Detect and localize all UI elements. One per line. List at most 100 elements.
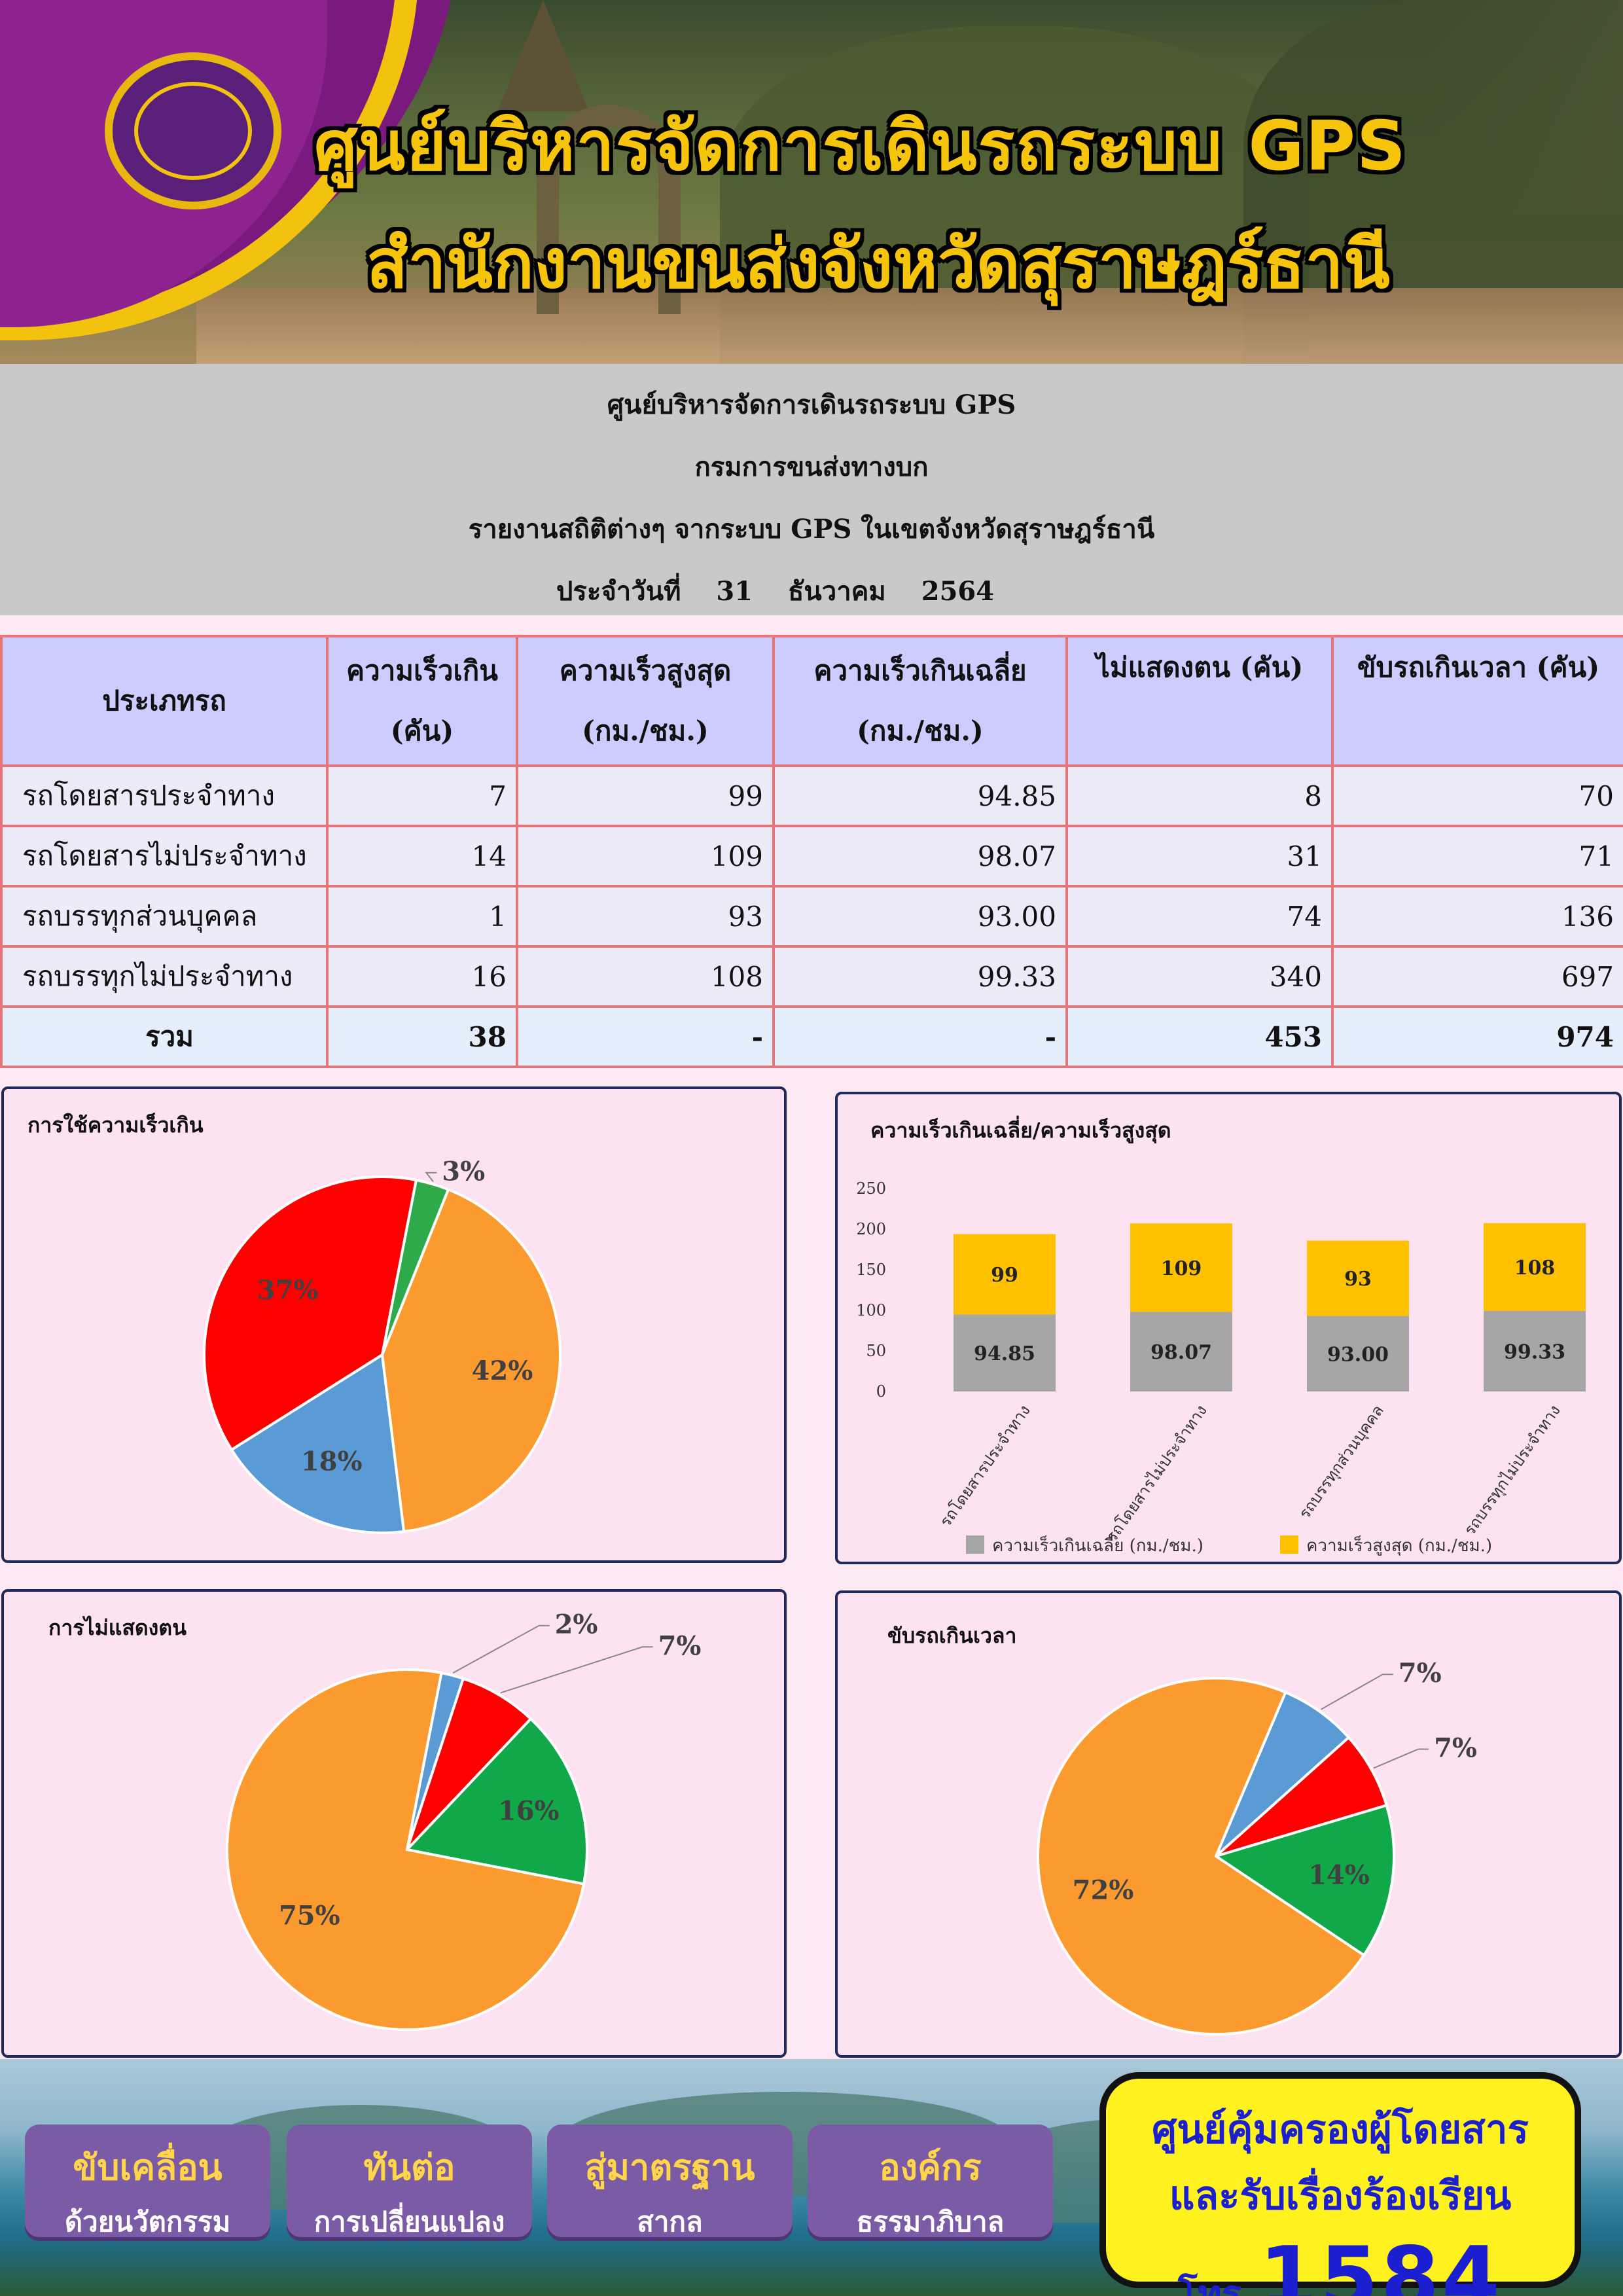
bar-segment [1307, 1240, 1409, 1316]
y-tick-label: 150 [856, 1261, 886, 1279]
header-banner: ศูนย์บริหารจัดการเดินรถระบบ GPS สำนักงาน… [0, 0, 1623, 364]
slice-label: 37% [257, 1275, 319, 1306]
overspeed-pie-chart: 3% 42% 18% 37% [203, 1157, 562, 1534]
table-header-row: ประเภทรถ ความเร็วเกิน (คัน) ความเร็วสูงสุ… [0, 635, 1623, 767]
cell-overtime: 136 [1331, 885, 1623, 948]
slogan-badge: ขับเคลื่อน ด้วยนวัตกรรม [25, 2125, 270, 2238]
bar-data-label: 99 [991, 1264, 1018, 1287]
slice-label: 2% [555, 1609, 598, 1640]
road-shape [196, 288, 1623, 364]
cell-overspeed-count: 16 [326, 945, 518, 1008]
leader-line [1373, 1748, 1429, 1769]
hotline-number: 1584 [1258, 2229, 1503, 2296]
chart-title: การใช้ความเร็วเกิน [27, 1113, 204, 1138]
column-header: ความเร็วเกิน (คัน) [326, 635, 518, 767]
pie-slice [380, 1187, 562, 1534]
bar-segment [1130, 1312, 1232, 1391]
leader-line [425, 1172, 437, 1182]
cell-overspeed-count: 14 [326, 825, 518, 888]
report-header: ศูนย์บริหารจัดการเดินรถระบบ GPS กรมการขน… [0, 364, 1623, 615]
slice-label: 7% [1434, 1733, 1477, 1764]
bar-segment [954, 1234, 1056, 1315]
table-row: รถโดยสารประจำทาง 7 99 94.85 8 70 [0, 764, 1623, 827]
slice-label: 7% [658, 1630, 702, 1661]
bar-data-label: 93.00 [1327, 1343, 1389, 1366]
no-identity-pie-panel: การไม่แสดงตน 2% 7% 16% 75% [1, 1589, 787, 2058]
slice-label: 75% [279, 1901, 340, 1931]
cell-avg-speed: 94.85 [772, 764, 1068, 827]
x-tick-label: รถบรรทุกไม่ประจำทาง [1460, 1401, 1564, 1539]
bar-segment [1484, 1223, 1586, 1311]
statistics-table: ประเภทรถ ความเร็วเกิน (คัน) ความเร็วสูงสุ… [0, 635, 1623, 1068]
cell-total-avg-speed: - [772, 1005, 1068, 1068]
slogan-badge: องค์กร ธรรมาภิบาล [808, 2125, 1053, 2238]
y-tick-label: 200 [856, 1220, 886, 1238]
cell-avg-speed: 98.07 [772, 825, 1068, 888]
bar-segment [1484, 1310, 1586, 1391]
leader-line [452, 1624, 550, 1674]
legend-swatch [966, 1535, 984, 1554]
cell-no-identity: 340 [1065, 945, 1334, 1008]
column-header: ประเภทรถ [0, 635, 329, 767]
cell-overtime: 71 [1331, 825, 1623, 888]
chart-title: ความเร็วเกินเฉลี่ย/ความเร็วสูงสุด [870, 1118, 1171, 1143]
bar-data-label: 99.33 [1504, 1340, 1565, 1363]
footer-banner: ขับเคลื่อน ด้วยนวัตกรรม ทันต่อ การเปลี่ยนแ… [0, 2059, 1623, 2296]
seal-icon [105, 52, 281, 209]
bar-segment [1307, 1316, 1409, 1391]
cell-vehicle-type: รถบรรทุกส่วนบุคคล [0, 885, 329, 948]
leader-line [500, 1646, 653, 1694]
column-header: ความเร็วเกินเฉลี่ย (กม./ชม.) [772, 635, 1068, 767]
speed-bar-panel: ความเร็วเกินเฉลี่ย/ความเร็วสูงสุด 0 50 100… [835, 1092, 1622, 1564]
slice-label: 72% [1073, 1874, 1134, 1905]
table-row: รถบรรทุกส่วนบุคคล 1 93 93.00 74 136 [0, 885, 1623, 948]
date-day: 31 [716, 576, 753, 607]
report-date: ประจำวันที่ 31 ธันวาคม 2564 [556, 570, 1020, 612]
slogan-badge: สู่มาตรฐาน สากล [547, 2125, 793, 2238]
cell-avg-speed: 93.00 [772, 885, 1068, 948]
cell-vehicle-type: รถโดยสารไม่ประจำทาง [0, 825, 329, 888]
banner-title: ศูนย์บริหารจัดการเดินรถระบบ GPS [314, 106, 1407, 186]
table-total-row: รวม 38 - - 453 974 [0, 1005, 1623, 1068]
cell-total-no-identity: 453 [1065, 1005, 1334, 1068]
y-tick-label: 50 [866, 1342, 886, 1360]
cell-max-speed: 108 [516, 945, 775, 1008]
slice-label: 16% [498, 1795, 560, 1826]
column-header: ความเร็วสูงสุด (กม./ชม.) [516, 635, 775, 767]
cell-total-label: รวม [0, 1005, 329, 1068]
chart-title: ขับรถเกินเวลา [887, 1623, 1017, 1648]
cell-total-overtime: 974 [1331, 1005, 1623, 1068]
cell-vehicle-type: รถโดยสารประจำทาง [0, 764, 329, 827]
pie-slice [1215, 1690, 1351, 1857]
slice-label: 3% [442, 1157, 485, 1187]
pie-slice [406, 1677, 533, 1851]
chart-title: การไม่แสดงตน [48, 1615, 187, 1640]
pagoda-spire [497, 0, 589, 111]
pie-slice [226, 1668, 586, 2031]
cell-no-identity: 8 [1065, 764, 1334, 827]
speed-bar-chart: 0 50 100 150 200 250 94.85 99 รถโดยสารประจำทาง 98… [856, 1179, 1586, 1556]
pie-slice [230, 1352, 406, 1534]
bar-data-label: 93 [1344, 1268, 1372, 1291]
x-tick-label: รถโดยสารประจำทาง [936, 1401, 1033, 1530]
bar-data-label: 94.85 [974, 1342, 1035, 1365]
overtime-pie-panel: ขับรถเกินเวลา 7% 7% 14% 72% [835, 1590, 1622, 2058]
x-tick-label: รถโดยสารไม่ประจำทาง [1102, 1401, 1210, 1545]
hotline-box: ศูนย์คุ้มครองผู้โดยสาร และรับเรื่องร้องเ… [1099, 2072, 1581, 2296]
cell-overtime: 697 [1331, 945, 1623, 1008]
bar-segment [954, 1314, 1056, 1391]
legend-label: ความเร็วสูงสุด (กม./ชม.) [1306, 1535, 1492, 1556]
x-tick-label: รถบรรทุกส่วนบุคคล [1295, 1401, 1388, 1522]
cell-max-speed: 99 [516, 764, 775, 827]
pie-slice [1037, 1676, 1366, 2036]
report-department: กรมการขนส่งทางบก [694, 452, 929, 482]
table-row: รถโดยสารไม่ประจำทาง 14 109 98.07 31 71 [0, 825, 1623, 888]
hotline-prefix: โทร. [1177, 2273, 1256, 2296]
slogan-badge: ทันต่อ การเปลี่ยนแปลง [287, 2125, 532, 2238]
cell-overspeed-count: 1 [326, 885, 518, 948]
overspeed-pie-panel: การใช้ความเร็วเกิน 3% 42% 18% 37% [1, 1086, 787, 1563]
report-org: ศูนย์บริหารจัดการเดินรถระบบ GPS [607, 389, 1016, 420]
slice-label: 7% [1399, 1658, 1442, 1689]
legend-label: ความเร็วเกินเฉลี่ย (กม./ชม.) [992, 1534, 1204, 1556]
